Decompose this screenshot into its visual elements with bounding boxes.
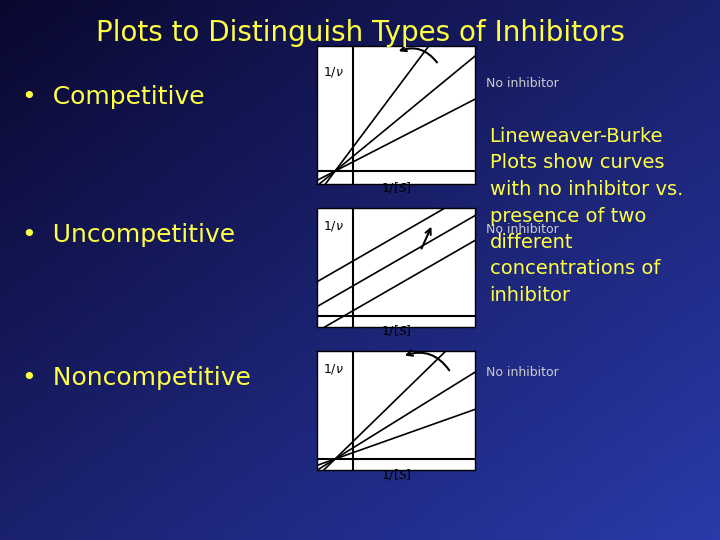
Text: •  Noncompetitive: • Noncompetitive (22, 366, 251, 390)
Text: $1/[S]$: $1/[S]$ (381, 323, 411, 339)
Text: $1/\nu$: $1/\nu$ (323, 362, 343, 376)
Text: No inhibitor: No inhibitor (486, 223, 559, 236)
Text: $1/[S]$: $1/[S]$ (381, 180, 411, 195)
Text: Plots to Distinguish Types of Inhibitors: Plots to Distinguish Types of Inhibitors (96, 19, 624, 47)
Text: $1/[S]$: $1/[S]$ (381, 467, 411, 482)
Text: $1/\nu$: $1/\nu$ (323, 65, 343, 79)
Text: Lineweaver-Burke
Plots show curves
with no inhibitor vs.
presence of two
differe: Lineweaver-Burke Plots show curves with … (490, 127, 683, 305)
Text: $1/\nu$: $1/\nu$ (323, 219, 343, 233)
Text: No inhibitor: No inhibitor (486, 77, 559, 90)
Text: •  Uncompetitive: • Uncompetitive (22, 223, 235, 247)
Text: No inhibitor: No inhibitor (486, 366, 559, 379)
Text: •  Competitive: • Competitive (22, 85, 204, 109)
